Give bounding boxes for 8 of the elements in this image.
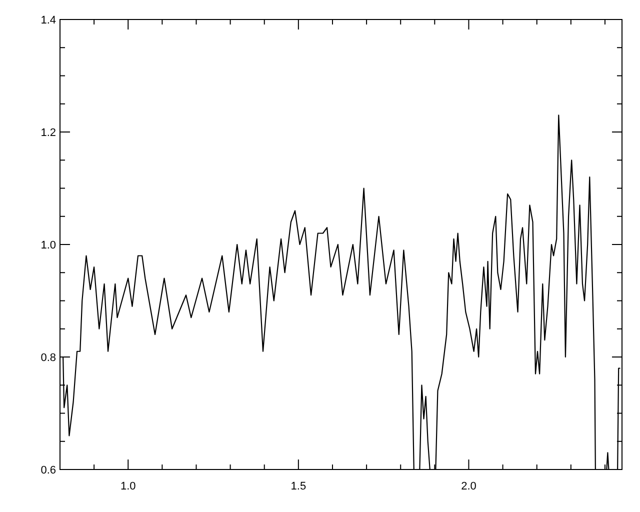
x-tick-label: 2.0	[461, 480, 476, 492]
y-tick-label: 1.4	[40, 14, 56, 26]
y-tick-label: 0.6	[40, 464, 56, 476]
y-tick-label: 1.2	[40, 126, 56, 139]
x-tick-label: 1.5	[290, 480, 306, 492]
y-tick-label: 0.8	[40, 352, 56, 364]
y-tick-label: 1.0	[40, 239, 56, 252]
x-tick-label: 1.0	[120, 480, 136, 492]
